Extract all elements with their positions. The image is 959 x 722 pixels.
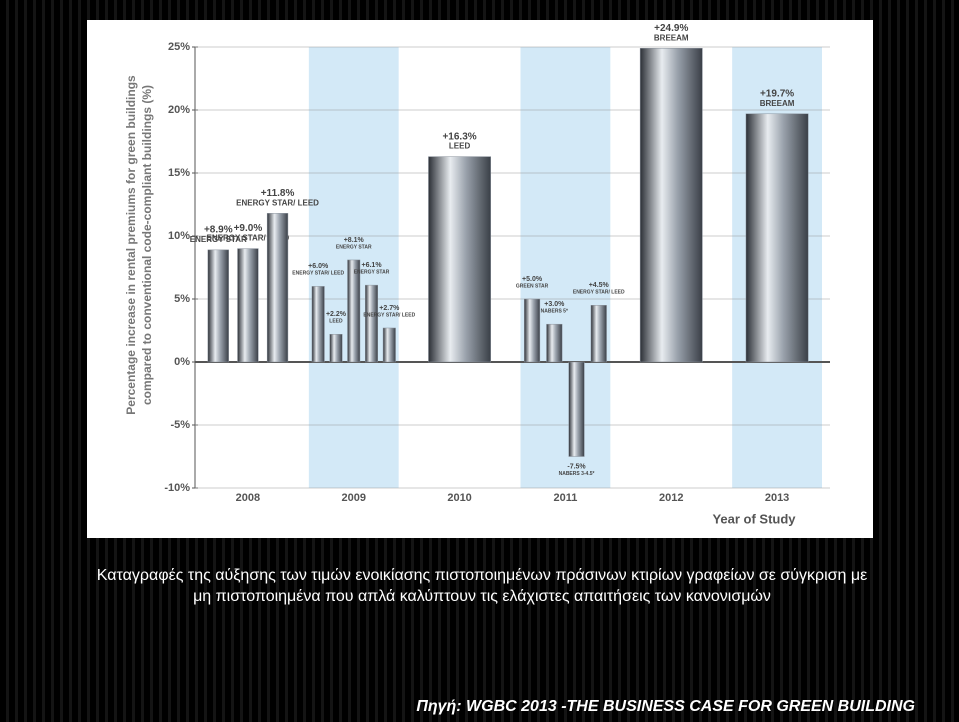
certification-note: ENERGY STAR/ LEED	[292, 271, 344, 277]
x-tick-label: 2009	[342, 492, 366, 504]
y-tick-label: 10%	[168, 230, 190, 242]
certification-note: NABERS 5*	[541, 309, 568, 315]
x-tick-label: 2011	[553, 492, 577, 504]
certification-note: NABERS 3-4.5*	[559, 471, 595, 477]
certification-note: LEED	[329, 319, 343, 325]
bar	[311, 286, 325, 363]
bar	[365, 284, 379, 363]
certification-note: ENERGY STAR	[336, 244, 372, 250]
value-label: +2.7%	[379, 305, 400, 312]
value-label: +16.3%	[442, 131, 476, 142]
bar	[568, 361, 585, 457]
value-label: +24.9%	[654, 23, 688, 34]
source: Πηγή: WGBC 2013 -THE BUSINESS CASE FOR G…	[416, 698, 915, 715]
y-tick-label: 15%	[168, 167, 190, 179]
value-label: +6.0%	[308, 263, 329, 270]
x-tick-label: 2010	[447, 492, 471, 504]
certification-note: ENERGY STAR	[190, 235, 247, 244]
bar	[207, 249, 229, 363]
value-label: +19.7%	[760, 88, 794, 99]
y-axis-title: Percentage increase in rental premiums f…	[124, 75, 138, 415]
certification-note: ENERGY STAR	[354, 269, 390, 275]
certification-note: BREEAM	[760, 99, 795, 108]
value-label: +8.1%	[344, 237, 365, 244]
bar	[347, 259, 361, 363]
bar	[382, 327, 396, 363]
value-label: +9.0%	[234, 223, 263, 234]
certification-note: GREEN STAR	[516, 283, 549, 289]
certification-note: ENERGY STAR/ LEED	[236, 198, 319, 207]
value-label: +6.1%	[362, 262, 383, 269]
bar	[639, 48, 703, 363]
y-axis-title: compared to conventional code-compliant …	[140, 85, 154, 405]
x-tick-label: 2012	[659, 492, 683, 504]
bar	[237, 248, 259, 363]
value-label: +11.8%	[261, 188, 295, 199]
certification-note: ENERGY STAR/ LEED	[573, 290, 625, 296]
year-band	[520, 47, 611, 488]
value-label: +4.5%	[589, 282, 610, 289]
value-label: +5.0%	[522, 276, 543, 283]
value-label: +3.0%	[544, 301, 565, 308]
certification-note: ENERGY STAR/ LEED	[207, 234, 290, 243]
y-tick-label: -5%	[170, 419, 190, 431]
certification-note: BREEAM	[654, 33, 689, 42]
bar	[745, 113, 809, 363]
y-tick-label: -10%	[164, 482, 190, 494]
value-label: +8.9%	[204, 225, 233, 236]
x-tick-label: 2013	[765, 492, 789, 504]
caption: Καταγραφές της αύξησης των τιμών ενοικία…	[96, 567, 868, 605]
certification-note: LEED	[449, 142, 471, 151]
bar	[266, 213, 289, 363]
y-tick-label: 5%	[174, 293, 190, 305]
certification-note: ENERGY STAR/ LEED	[363, 312, 415, 318]
bar	[524, 298, 541, 363]
x-axis-title: Year of Study	[712, 511, 796, 526]
bar	[546, 323, 563, 363]
value-label: -7.5%	[567, 463, 586, 470]
bar	[590, 305, 607, 363]
bar	[428, 156, 491, 363]
y-tick-label: 25%	[168, 41, 190, 53]
bar	[329, 334, 343, 363]
value-label: +2.2%	[326, 311, 347, 318]
chart: Year of Study Percentage increase in ren…	[124, 22, 830, 527]
y-tick-label: 0%	[174, 356, 190, 368]
x-tick-label: 2008	[236, 492, 260, 504]
y-tick-label: 20%	[168, 104, 190, 116]
